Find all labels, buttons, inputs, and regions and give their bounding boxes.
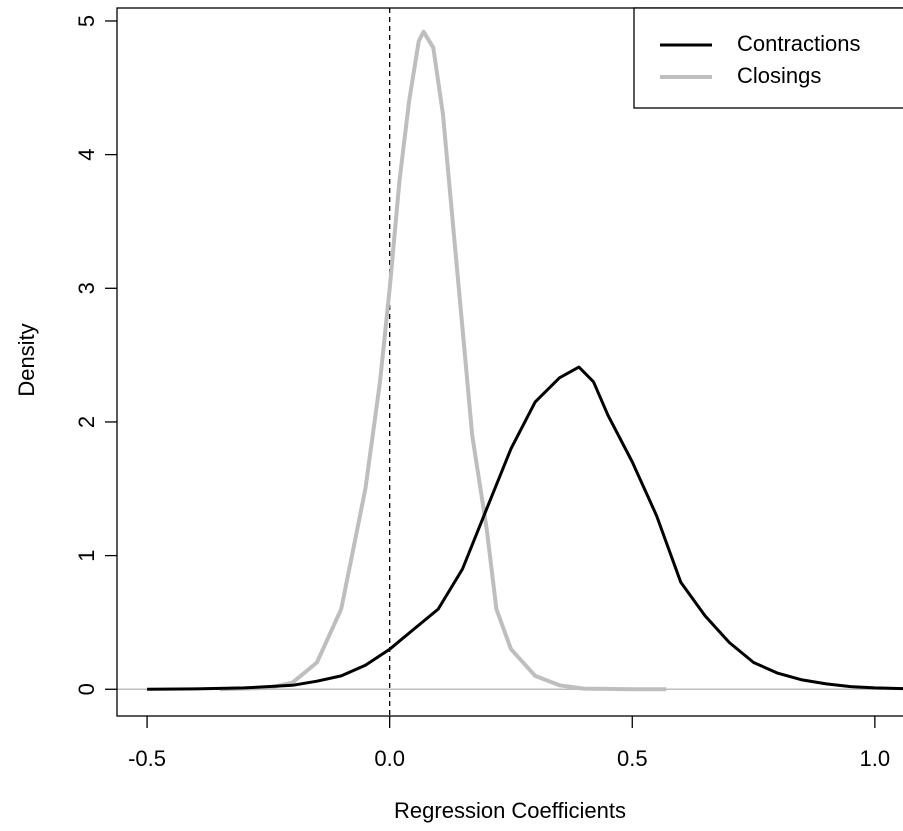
y-tick-label: 3 — [74, 282, 99, 294]
density-line — [147, 365, 903, 691]
x-tick-label: 0.0 — [374, 746, 405, 771]
x-axis-label: Regression Coefficients — [394, 798, 626, 823]
y-tick-label: 4 — [74, 149, 99, 161]
legend-label: Contractions — [737, 31, 861, 56]
plot-frame — [116, 7, 903, 717]
legend-label: Closings — [737, 63, 821, 88]
y-tick-label: 5 — [74, 15, 99, 27]
x-tick-label: 1.0 — [860, 746, 891, 771]
legend-box — [633, 7, 903, 109]
y-tick-label: 1 — [74, 549, 99, 561]
x-tick-label: -0.5 — [128, 746, 166, 771]
y-axis-label: Density — [14, 323, 39, 396]
x-tick-label: 0.5 — [617, 746, 648, 771]
density-line — [219, 29, 667, 692]
y-tick-label: 0 — [74, 683, 99, 695]
y-tick-label: 2 — [74, 416, 99, 428]
